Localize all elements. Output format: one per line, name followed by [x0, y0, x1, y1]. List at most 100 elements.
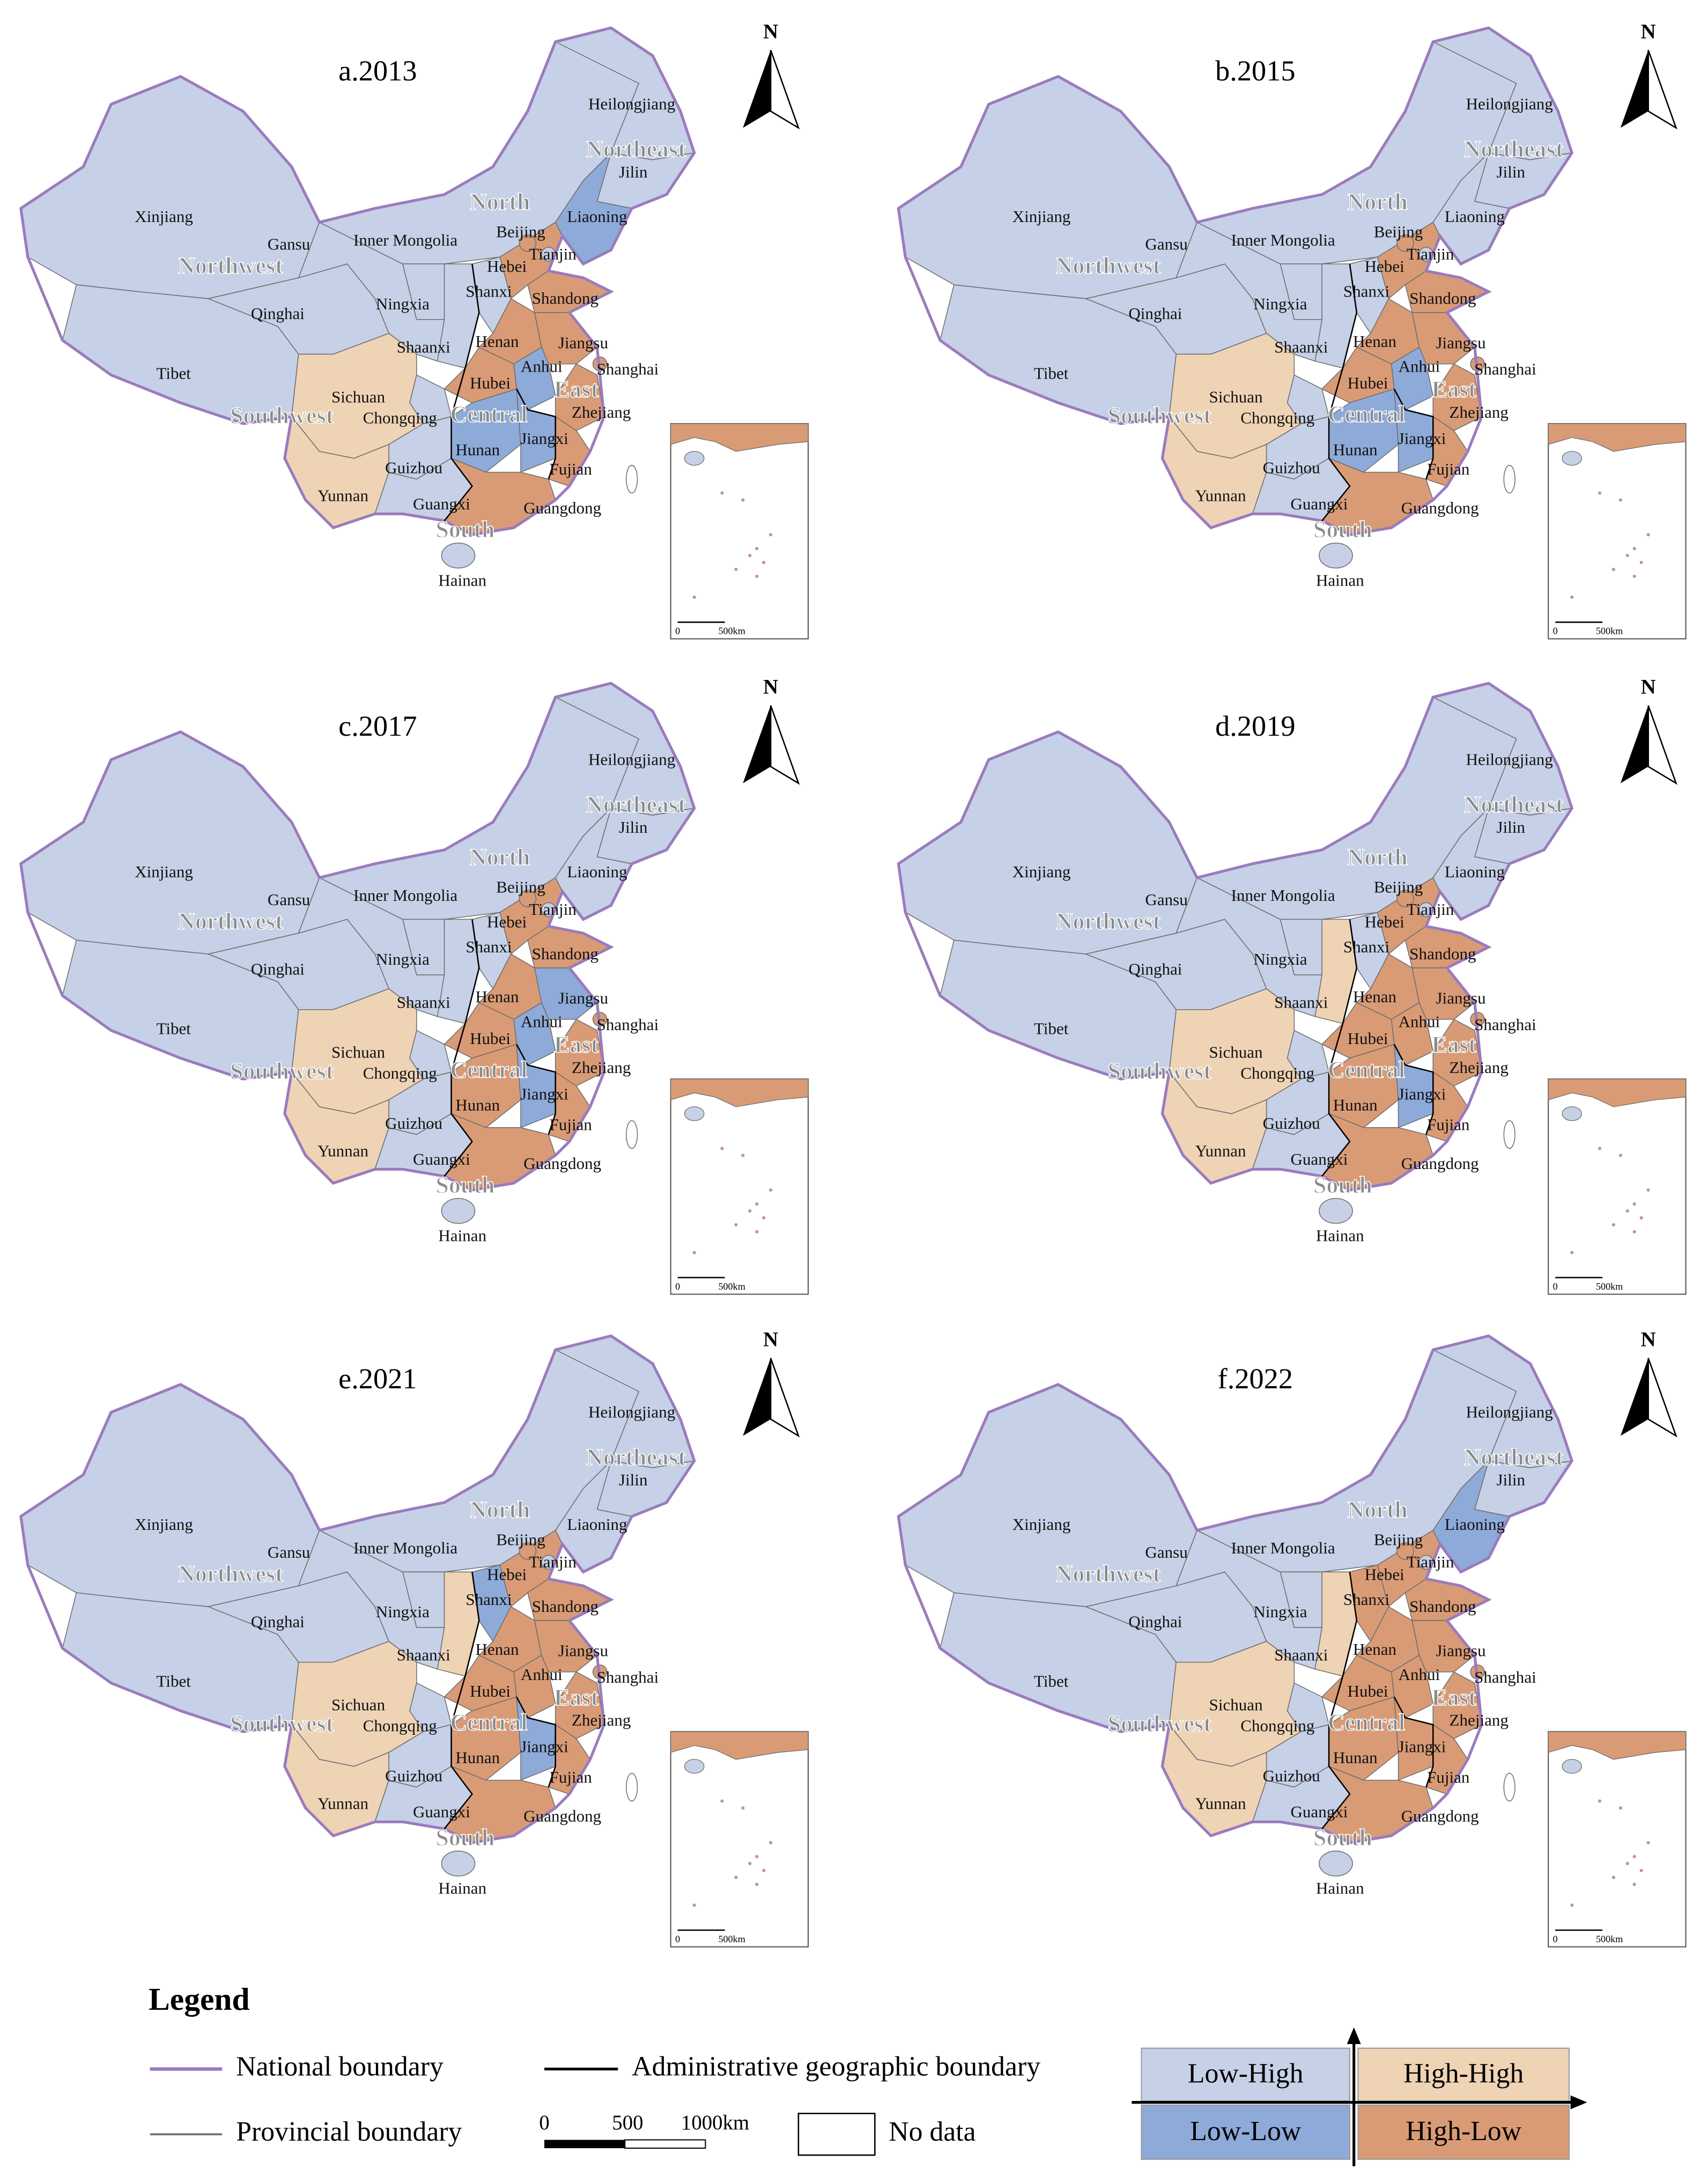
region-label: Northwest	[1056, 253, 1161, 279]
inset-scale-label: 0	[1553, 1281, 1558, 1292]
province-label: Shaanxi	[1274, 337, 1328, 356]
province-label: Guizhou	[385, 1114, 442, 1133]
inset-island	[720, 491, 724, 495]
province-label: Guizhou	[1263, 458, 1320, 477]
province-label: Guangxi	[413, 1150, 470, 1168]
inset-island	[684, 1106, 705, 1121]
panel-title: c.2017	[338, 710, 417, 742]
inset-land	[1548, 423, 1687, 452]
region-label: North	[470, 844, 530, 870]
province-label: Shandong	[1409, 944, 1476, 963]
province-label: Hunan	[455, 1096, 500, 1114]
inset-island	[741, 498, 745, 502]
arrow-head	[1347, 2027, 1361, 2044]
province-label: Guangdong	[1401, 1154, 1479, 1173]
region-label: North	[1347, 1497, 1407, 1523]
province-label: Tianjin	[1407, 245, 1454, 263]
province-label: Tibet	[1034, 1019, 1069, 1038]
panel-title: e.2021	[338, 1363, 417, 1395]
inset-island	[720, 1146, 724, 1150]
province-label: Tianjin	[529, 1552, 576, 1571]
province-label: Ningxia	[1253, 950, 1307, 968]
inset-island	[1570, 1903, 1574, 1907]
province-label: Guangxi	[1290, 494, 1348, 513]
inset-island	[1632, 1230, 1636, 1234]
province-label: Chongqing	[363, 1716, 437, 1735]
province-label: Hainan	[438, 1879, 486, 1898]
inset-island	[1611, 567, 1616, 571]
scale-bar	[544, 2140, 625, 2149]
inset-island	[1646, 1188, 1650, 1192]
province-label: Beijing	[496, 878, 545, 897]
inset-scale-label: 0	[675, 1281, 680, 1292]
province-label: Fujian	[550, 1767, 593, 1786]
admin-boundary	[1321, 919, 1358, 1177]
province-label: Tianjin	[529, 245, 576, 263]
region-label: Central	[450, 401, 527, 427]
region-label: South	[435, 1172, 494, 1198]
inset-island	[1632, 1882, 1636, 1886]
region-label: South	[435, 516, 494, 543]
region-label: East	[554, 376, 598, 403]
region-label: Northeast	[586, 1444, 686, 1470]
province-label: Sichuan	[1209, 1043, 1263, 1062]
inset-island	[692, 1903, 696, 1907]
inset-island	[1625, 553, 1629, 558]
province-label: Zhejiang	[572, 1058, 631, 1077]
region-label: Southwest	[230, 1711, 334, 1737]
province-label: Hebei	[487, 1565, 527, 1583]
province-label: Qinghai	[1128, 959, 1182, 978]
region-label: East	[1432, 1684, 1476, 1711]
taiwan	[1503, 1120, 1515, 1149]
province-label: Shanghai	[597, 360, 659, 379]
province-label: Liaoning	[567, 862, 627, 881]
inset-scale-label: 0	[1553, 1934, 1558, 1944]
region-label: East	[554, 1684, 598, 1711]
province-label: Qinghai	[1128, 304, 1182, 323]
province-label: Anhui	[1399, 1012, 1440, 1031]
province-label: Tibet	[1034, 1672, 1069, 1691]
province-label: Ningxia	[1253, 294, 1307, 313]
inset-island	[1646, 1841, 1650, 1845]
province-label: Anhui	[521, 1665, 563, 1684]
inset-island	[734, 1223, 738, 1227]
region-label: South	[435, 1824, 494, 1851]
region-label: Southwest	[230, 403, 334, 429]
province-label: Heilongjiang	[588, 750, 675, 768]
province-label: Sichuan	[1209, 1696, 1263, 1714]
inset-island	[1611, 1876, 1616, 1879]
province	[1319, 1198, 1353, 1224]
inset-island	[1562, 1759, 1583, 1774]
region-label: Northwest	[178, 253, 283, 279]
map-panel: Xinjiang Tibet Qinghai Gansu Inner Mongolia H…	[897, 1328, 1687, 1948]
panel-title: a.2013	[338, 55, 417, 87]
region-label: North	[470, 189, 530, 215]
inset-scale-label: 500km	[1596, 626, 1623, 637]
north-arrow	[770, 49, 800, 130]
province-label: Jiangsu	[558, 334, 608, 352]
inset-island	[1618, 1153, 1622, 1157]
province-label: Xinjiang	[135, 862, 193, 881]
province-label: Gansu	[1145, 890, 1187, 909]
inset-island	[762, 560, 766, 565]
north-label: N	[1641, 20, 1656, 43]
region-label: Central	[1328, 1056, 1405, 1083]
scale-bar	[624, 2139, 706, 2149]
province-label: Shaanxi	[1274, 1646, 1328, 1664]
national-boundary	[19, 682, 696, 1192]
province-label: Anhui	[521, 1012, 563, 1031]
map-panel: Xinjiang Tibet Qinghai Gansu Inner Mongolia H…	[19, 1328, 809, 1948]
inset-scale-label: 0	[1553, 626, 1558, 637]
province-label: Hunan	[1333, 1748, 1378, 1767]
inset-island	[769, 533, 773, 537]
province-label: Heilongjiang	[1466, 94, 1553, 113]
inset-island	[1562, 451, 1583, 466]
class-label: High-High	[1403, 2058, 1524, 2089]
province-label: Sichuan	[331, 1696, 386, 1714]
province-label: Guangdong	[523, 1807, 601, 1825]
province-label: Yunnan	[1195, 1142, 1246, 1160]
region-label: Central	[450, 1056, 527, 1083]
province-label: Henan	[475, 987, 519, 1006]
province-label: Shandong	[532, 944, 598, 963]
